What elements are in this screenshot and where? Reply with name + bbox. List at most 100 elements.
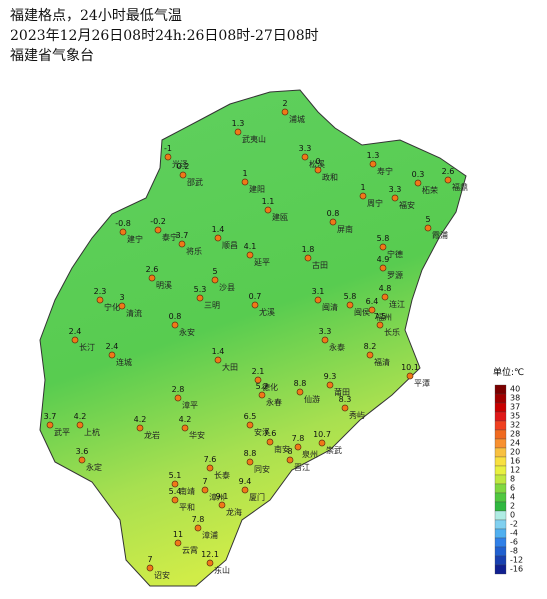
station-dot <box>296 388 304 396</box>
station-value: 4.9 <box>377 255 390 264</box>
legend-swatch <box>494 528 507 539</box>
legend-swatch <box>494 555 507 566</box>
station-name: 连江 <box>389 299 405 309</box>
station-value: 1.3 <box>232 119 245 128</box>
station-value: 5.8 <box>377 234 390 243</box>
station-value: 5.4 <box>169 487 182 496</box>
station-value: 0.3 <box>412 170 425 179</box>
station-value: -0.8 <box>115 219 131 228</box>
station-dot <box>71 336 79 344</box>
legend-label: 40 <box>510 385 520 394</box>
station-name: 福安 <box>399 200 415 210</box>
station-dot <box>174 539 182 547</box>
station-value: 4.2 <box>179 415 192 424</box>
station-value: 7 <box>147 555 152 564</box>
legend-label: 24 <box>510 439 520 448</box>
station-name: 诏安 <box>154 570 170 580</box>
station-dot <box>318 439 326 447</box>
station-value: 0 <box>315 157 320 166</box>
station-value: 3.3 <box>299 144 312 153</box>
station-name: 将乐 <box>186 246 202 256</box>
station-value: 8 <box>287 447 292 456</box>
station-value: 7.8 <box>292 434 305 443</box>
legend-label: 16 <box>510 457 520 466</box>
station-name: 泉州 <box>302 449 318 459</box>
station-name: 东山 <box>214 565 230 575</box>
station-dot <box>294 443 302 451</box>
legend: 单位:℃ 4038373532282420161286420-2-4-6-8-1… <box>493 366 524 575</box>
station-name: 安溪 <box>254 427 270 437</box>
station-value: 4.2 <box>74 412 87 421</box>
station-dot <box>194 524 202 532</box>
station-dot <box>234 128 242 136</box>
legend-label: 6 <box>510 484 515 493</box>
station-value: 9.4 <box>239 477 252 486</box>
station-value: 5 <box>425 215 430 224</box>
station-value: 4.1 <box>244 242 257 251</box>
station-name: 屏南 <box>337 224 353 234</box>
station-value: 7.6 <box>204 455 217 464</box>
legend-swatch <box>494 510 507 521</box>
station-dot <box>414 179 422 187</box>
legend-swatch <box>494 537 507 548</box>
station-dot <box>379 243 387 251</box>
station-value: 8.3 <box>339 395 352 404</box>
station-value: 2.6 <box>442 167 455 176</box>
station-value: 3.3 <box>319 327 332 336</box>
station-dot <box>406 372 414 380</box>
station-name: 长乐 <box>384 327 400 337</box>
station-value: 1.3 <box>367 151 380 160</box>
station-name: 宁化 <box>104 302 120 312</box>
station-value: 1.4 <box>212 225 225 234</box>
legend-swatch <box>494 456 507 467</box>
legend-label: 2 <box>510 502 515 511</box>
station-dot <box>181 424 189 432</box>
station-dot <box>251 301 259 309</box>
legend-swatch <box>494 438 507 449</box>
station-value: 3.7 <box>44 412 57 421</box>
station-value: 2.1 <box>252 367 265 376</box>
station-value: 0.8 <box>327 209 340 218</box>
station-dot <box>196 294 204 302</box>
station-name: 莆田 <box>334 387 350 397</box>
station-name: 古田 <box>312 260 328 270</box>
legend-swatch <box>494 465 507 476</box>
station-name: 平潭 <box>414 379 430 388</box>
province-map <box>39 89 467 587</box>
station-dot <box>376 321 384 329</box>
station-dot <box>178 240 186 248</box>
station-value: 2.4 <box>69 327 82 336</box>
station-dot <box>146 564 154 572</box>
station-dot <box>254 376 262 384</box>
station-name: 同安 <box>254 464 270 474</box>
subtitle: 2023年12月26日08时24h:26日08时-27日08时 <box>10 28 319 44</box>
station-value: 8.8 <box>294 379 307 388</box>
station-value: 8.2 <box>364 342 377 351</box>
station-name: 福清 <box>374 357 390 367</box>
station-name: 永泰 <box>329 342 345 352</box>
legend-label: 35 <box>510 412 520 421</box>
station-name: 长泰 <box>214 470 230 480</box>
legend-swatch <box>494 411 507 422</box>
station-dot <box>118 302 126 310</box>
station-dot <box>368 306 376 314</box>
station-dot <box>444 176 452 184</box>
station-name: 福鼎 <box>452 183 468 192</box>
legend-swatch <box>494 447 507 458</box>
station-dot <box>46 421 54 429</box>
station-name: 永春 <box>266 397 282 407</box>
legend-swatch <box>494 429 507 440</box>
station-dot <box>96 296 104 304</box>
station-dot <box>366 351 374 359</box>
station-value: 4.8 <box>379 284 392 293</box>
station-name: 漳浦 <box>202 530 218 540</box>
legend-swatch <box>494 519 507 530</box>
station-value: 5.8 <box>344 292 357 301</box>
station-name: 寿宁 <box>377 166 393 176</box>
station-name: 武夷山 <box>242 134 266 144</box>
station-name: 松溪 <box>309 159 325 169</box>
station-value: 5.3 <box>194 285 207 294</box>
station-value: 5.2 <box>256 382 269 391</box>
legend-label: 0 <box>510 511 515 520</box>
station-name: 龙岩 <box>144 430 160 440</box>
